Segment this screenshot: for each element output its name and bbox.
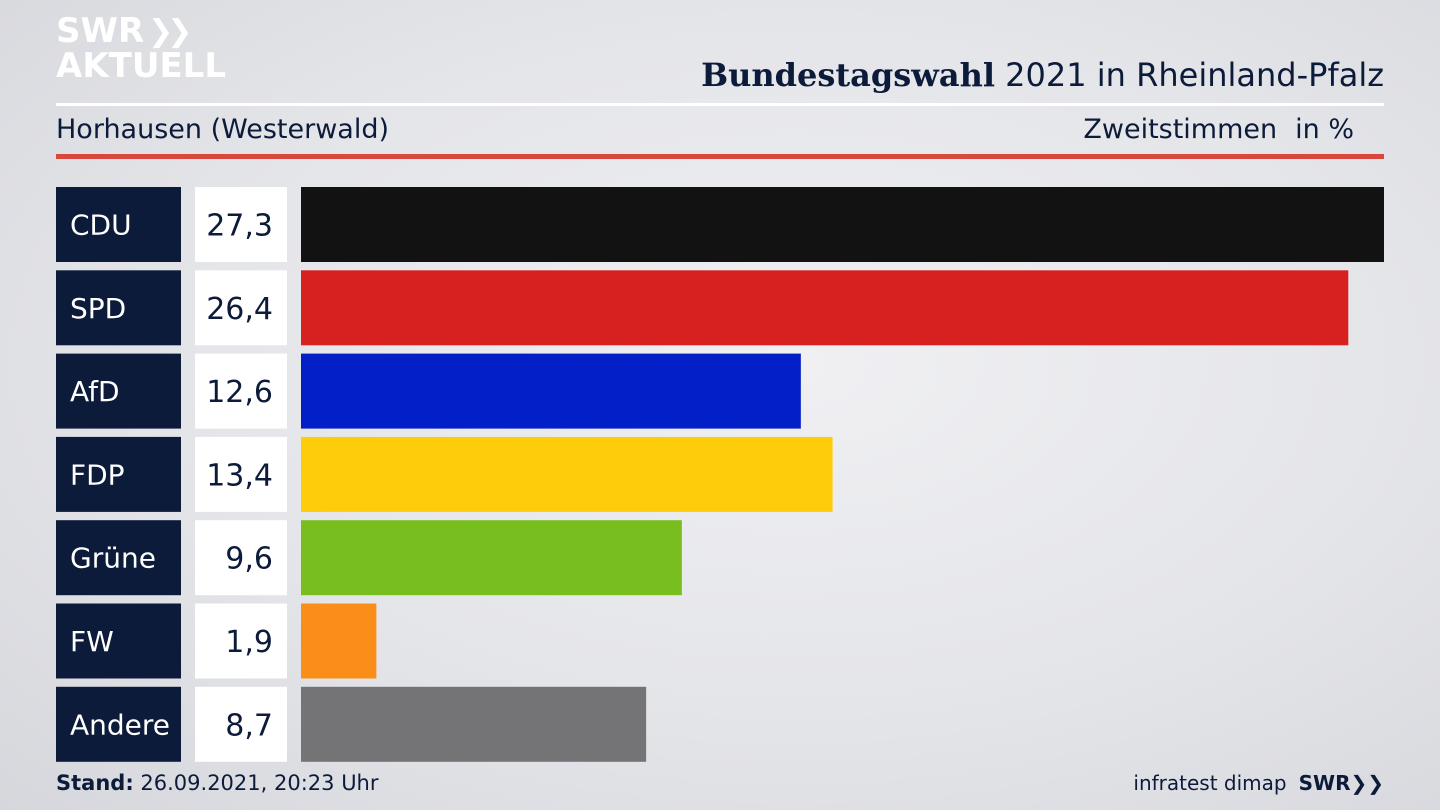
party-label-andere: Andere	[70, 708, 170, 741]
value-label-spd: 26,4	[206, 292, 273, 327]
unit-text: in %	[1295, 114, 1354, 145]
value-box-fdp	[195, 436, 287, 512]
chart-title-rest: 2021 in Rheinland-Pfalz	[1005, 56, 1384, 94]
value-box-andere	[195, 686, 287, 762]
value-label-andere: 8,7	[225, 708, 273, 743]
bar-gr-ne	[301, 520, 682, 596]
bar-andere	[301, 686, 647, 762]
bar-fdp	[301, 436, 833, 512]
value-label-fdp: 13,4	[206, 458, 273, 493]
bar-cdu	[301, 187, 1384, 262]
logo-swr-text: SWR	[56, 11, 145, 51]
party-label-box-fdp	[56, 436, 181, 512]
party-label-box-gr-ne	[56, 520, 181, 596]
swr-chevrons-icon: ❯❯	[1350, 771, 1384, 795]
measure-text: Zweitstimmen	[1083, 114, 1278, 145]
chart-subtitle: Horhausen (Westerwald)	[56, 114, 390, 145]
logo-aktuell-text: AKTUELL	[56, 46, 227, 86]
timestamp-label: Stand:	[56, 771, 134, 795]
party-label-fdp: FDP	[70, 458, 125, 491]
party-label-box-spd	[56, 270, 181, 346]
value-label-afd: 12,6	[206, 375, 273, 410]
source-text: infratest dimap	[1133, 771, 1287, 795]
value-box-cdu	[195, 187, 287, 262]
party-label-spd: SPD	[70, 292, 126, 325]
timestamp: Stand: 26.09.2021, 20:23 Uhr	[56, 771, 379, 795]
swr-brand-text: SWR	[1298, 771, 1351, 795]
title-divider	[56, 103, 1384, 106]
party-label-box-fw	[56, 603, 181, 679]
bar-afd	[301, 353, 801, 429]
chart-title: Bundestagswahl 2021 in Rheinland-Pfalz	[701, 56, 1384, 94]
value-label-gr-ne: 9,6	[225, 542, 273, 577]
party-label-gr-ne: Grüne	[70, 542, 156, 575]
party-label-box-afd	[56, 353, 181, 429]
party-label-cdu: CDU	[70, 209, 132, 242]
source-credit: infratest dimap SWR❯❯	[1133, 771, 1384, 795]
party-label-fw: FW	[70, 625, 114, 658]
chart-title-bold: Bundestagswahl	[701, 56, 995, 94]
value-box-gr-ne	[195, 520, 287, 596]
value-box-afd	[195, 353, 287, 429]
subtitle-divider	[56, 154, 1384, 159]
logo-chevrons-icon: ❯❯	[148, 14, 192, 49]
value-box-spd	[195, 270, 287, 346]
value-label-cdu: 27,3	[206, 209, 273, 244]
value-box-fw	[195, 603, 287, 679]
timestamp-value: 26.09.2021, 20:23 Uhr	[140, 771, 379, 795]
party-label-box-cdu	[56, 187, 181, 262]
swr-aktuell-logo: SWR ❯❯ AKTUELL	[56, 14, 236, 92]
bar-spd	[301, 270, 1349, 346]
value-label-fw: 1,9	[225, 625, 273, 660]
swr-brand: SWR❯❯	[1299, 771, 1384, 795]
party-label-afd: AfD	[70, 375, 120, 408]
bar-fw	[301, 603, 377, 679]
measure-label: Zweitstimmen in %	[1083, 114, 1354, 145]
party-label-box-andere	[56, 686, 181, 762]
